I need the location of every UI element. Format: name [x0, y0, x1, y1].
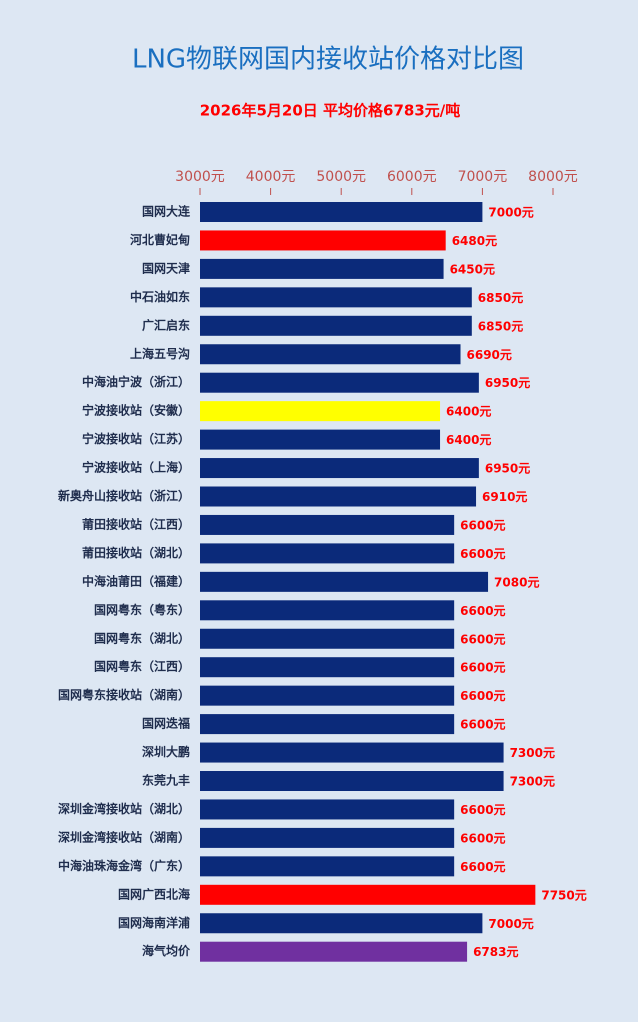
bar — [200, 344, 461, 365]
y-tick-label: 广汇启东 — [142, 317, 190, 332]
y-tick-label: 深圳金湾接收站（湖北） — [58, 801, 190, 816]
bar — [200, 486, 477, 507]
value-label: 6600元 — [460, 661, 505, 675]
value-label: 6600元 — [460, 632, 505, 646]
value-label: 6910元 — [482, 490, 527, 504]
y-tick-label: 莆田接收站（湖北） — [82, 545, 190, 560]
y-tick-label: 深圳金湾接收站（湖南） — [58, 829, 190, 844]
bar — [200, 571, 489, 592]
y-tick-label: 国网天津 — [142, 260, 190, 275]
x-tick-label: 3000元 — [175, 169, 225, 185]
y-tick-label: 深圳大鹏 — [142, 744, 190, 759]
value-label: 6850元 — [478, 291, 523, 305]
bar — [200, 941, 468, 962]
y-tick-label: 国网迭福 — [142, 716, 190, 731]
value-label: 7300元 — [510, 775, 555, 789]
chart-title: LNG物联网国内接收站价格对比图 — [132, 45, 524, 75]
x-tick-label: 5000元 — [316, 169, 366, 185]
bar — [200, 458, 479, 479]
bar — [200, 230, 446, 251]
value-label: 6850元 — [478, 319, 523, 333]
bar — [200, 315, 472, 336]
bar — [200, 884, 536, 905]
value-label: 7000元 — [488, 917, 533, 931]
bar — [200, 657, 455, 678]
bar — [200, 543, 455, 564]
value-label: 6690元 — [467, 348, 512, 362]
y-tick-label: 宁波接收站（安徽） — [82, 403, 190, 418]
value-label: 6400元 — [446, 433, 491, 447]
bar — [200, 287, 472, 308]
y-tick-label: 上海五号沟 — [130, 346, 190, 361]
bar — [200, 258, 444, 279]
y-tick-label: 新奥舟山接收站（浙江） — [58, 488, 190, 503]
value-label: 6600元 — [460, 518, 505, 532]
y-tick-label: 国网粤东（江西） — [94, 659, 190, 674]
bar — [200, 514, 455, 535]
value-label: 6600元 — [460, 831, 505, 845]
chart-subtitle: 2026年5月20日 平均价格6783元/吨 — [200, 102, 461, 120]
bar — [200, 856, 455, 877]
y-tick-label: 河北曹妃甸 — [129, 232, 190, 247]
y-tick-label: 国网粤东（粤东） — [94, 602, 190, 617]
bar — [200, 372, 479, 393]
value-label: 7000元 — [488, 206, 533, 220]
bar — [200, 401, 441, 422]
value-label: 6950元 — [485, 462, 530, 476]
value-label: 6400元 — [446, 405, 491, 419]
bar — [200, 429, 441, 450]
value-label: 7080元 — [494, 575, 539, 589]
bar — [200, 600, 455, 621]
y-tick-label: 东莞九丰 — [142, 773, 190, 788]
y-tick-label: 国网大连 — [142, 204, 191, 219]
bar — [200, 827, 455, 848]
value-label: 7750元 — [541, 888, 586, 902]
value-label: 7300元 — [510, 746, 555, 760]
y-tick-label: 中海油莆田（福建） — [82, 573, 190, 588]
value-label: 6600元 — [460, 803, 505, 817]
y-tick-label: 宁波接收站（江苏） — [82, 431, 190, 446]
y-tick-label: 国网粤东（湖北） — [94, 630, 190, 645]
y-tick-label: 莆田接收站（江西） — [82, 516, 190, 531]
y-tick-label: 国网粤东接收站（湖南） — [58, 687, 190, 702]
value-label: 6450元 — [450, 262, 495, 276]
y-tick-label: 中海油珠海金湾（广东） — [58, 858, 190, 873]
value-label: 6783元 — [473, 945, 518, 959]
x-tick-label: 7000元 — [458, 169, 508, 185]
bar — [200, 771, 504, 791]
value-label: 6600元 — [460, 689, 505, 703]
x-tick-label: 4000元 — [246, 169, 296, 185]
bar — [200, 628, 455, 649]
bar — [200, 685, 455, 706]
y-tick-label: 海气均价 — [142, 943, 191, 958]
y-tick-label: 国网海南洋浦 — [118, 915, 190, 930]
x-tick-label: 8000元 — [528, 169, 578, 185]
x-tick-label: 6000元 — [387, 169, 437, 185]
value-label: 6600元 — [460, 860, 505, 874]
bar — [200, 202, 483, 222]
value-label: 6600元 — [460, 547, 505, 561]
bar — [200, 913, 483, 934]
value-label: 6600元 — [460, 604, 505, 618]
value-label: 6600元 — [460, 718, 505, 732]
value-label: 6480元 — [452, 234, 497, 248]
y-tick-label: 国网广西北海 — [118, 886, 190, 901]
bar — [200, 714, 455, 735]
y-tick-label: 宁波接收站（上海） — [82, 460, 190, 475]
value-label: 6950元 — [485, 376, 530, 390]
y-tick-label: 中海油宁波（浙江） — [82, 374, 190, 389]
y-tick-label: 中石油如东 — [130, 289, 190, 304]
bar — [200, 799, 455, 820]
bar — [200, 742, 504, 763]
